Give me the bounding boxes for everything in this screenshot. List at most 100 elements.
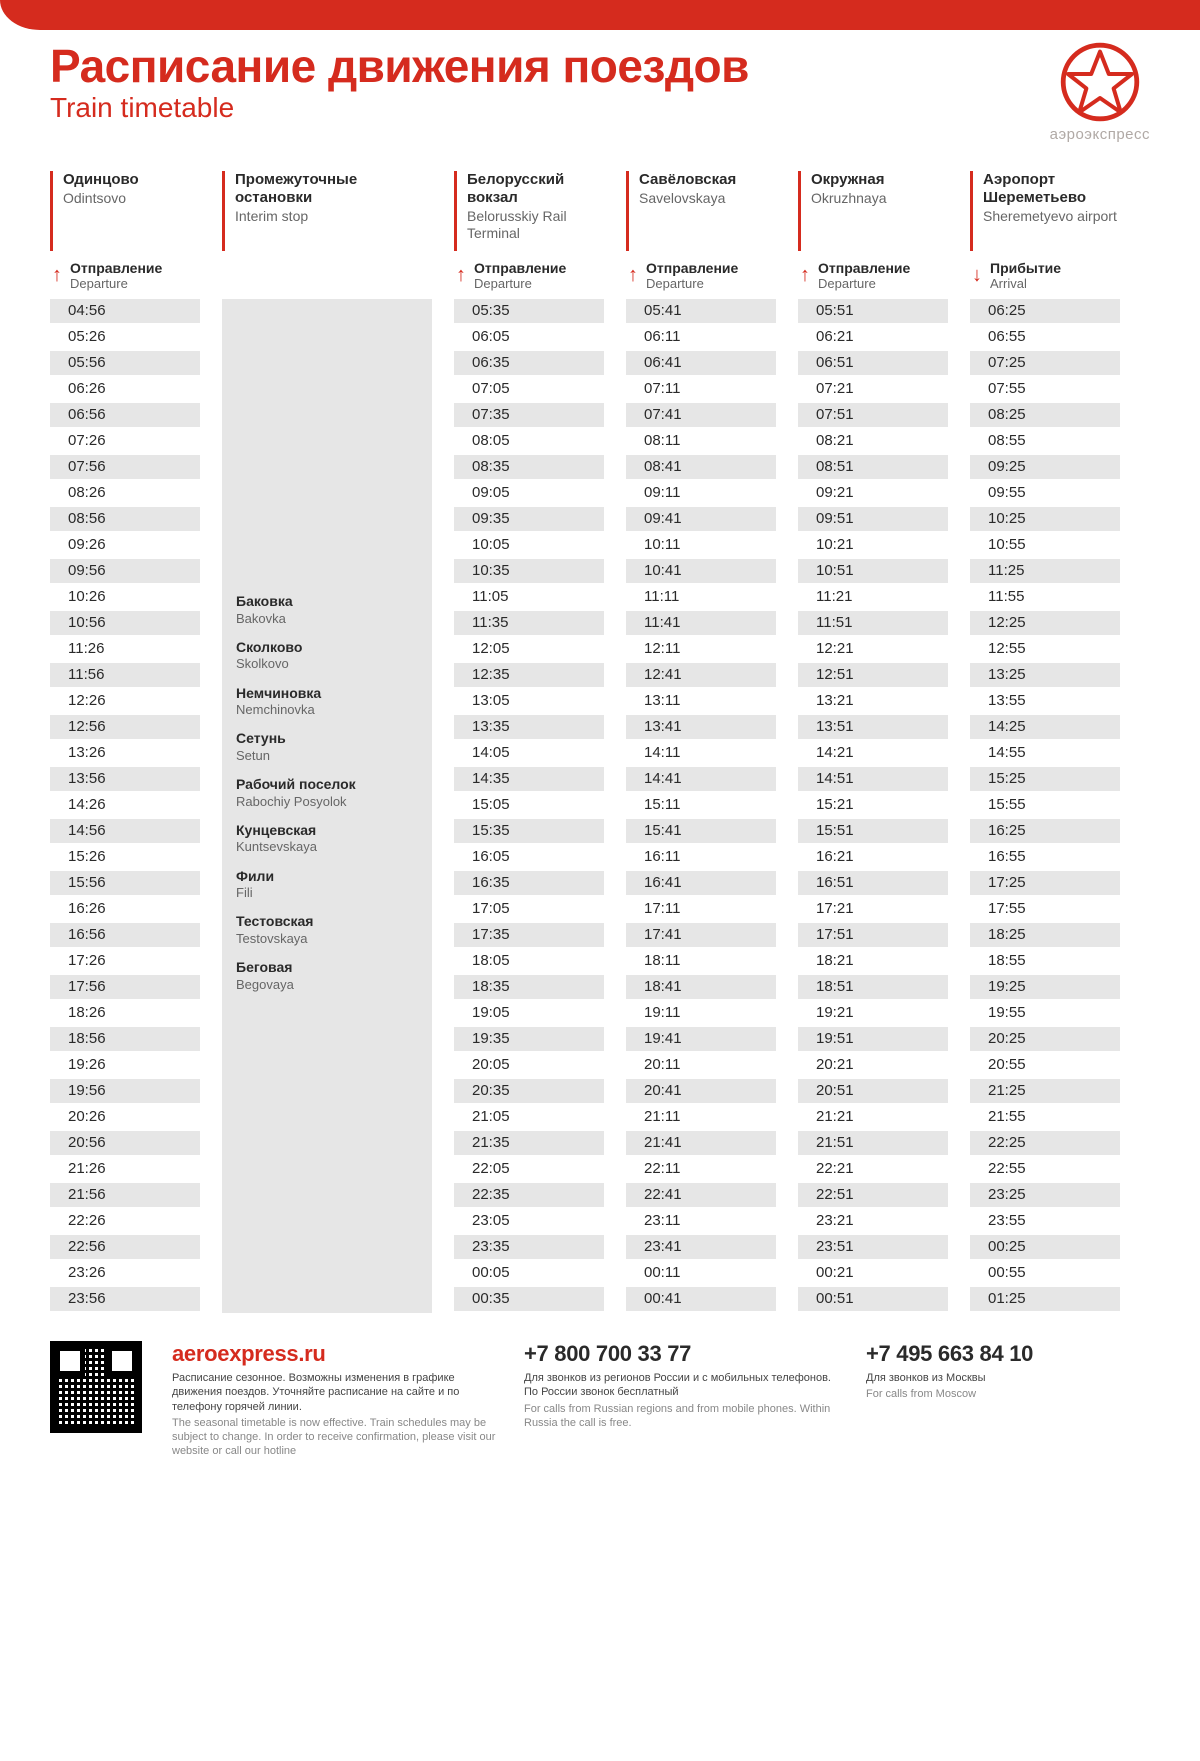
time-cell: 13:51 xyxy=(798,715,948,739)
phone1-desc-ru: Для звонков из регионов России и с мобил… xyxy=(524,1371,844,1400)
header: Расписание движения поездов Train timeta… xyxy=(50,42,1150,143)
phone-regions[interactable]: +7 800 700 33 77 xyxy=(524,1341,844,1367)
column-savelovskaya: СавёловскаяSavelovskaya↑ОтправлениеDepar… xyxy=(626,171,776,1313)
time-cell: 15:11 xyxy=(626,793,776,817)
time-cell: 20:25 xyxy=(970,1027,1120,1051)
phone2-desc-en: For calls from Moscow xyxy=(866,1387,1166,1401)
time-cell: 10:56 xyxy=(50,611,200,635)
brand-name: аэроэкспресс xyxy=(1050,126,1150,143)
time-cell: 09:25 xyxy=(970,455,1120,479)
time-cell: 10:26 xyxy=(50,585,200,609)
time-cell: 12:26 xyxy=(50,689,200,713)
time-cell: 06:55 xyxy=(970,325,1120,349)
time-cell: 23:05 xyxy=(454,1209,604,1233)
time-cell: 09:05 xyxy=(454,481,604,505)
time-cell: 07:21 xyxy=(798,377,948,401)
time-cell: 00:21 xyxy=(798,1261,948,1285)
time-cell: 21:11 xyxy=(626,1105,776,1129)
interim-stops-box: БаковкаBakovkaСколковоSkolkovoНемчиновка… xyxy=(222,579,432,1019)
time-cell: 12:21 xyxy=(798,637,948,661)
column-odintsovo: ОдинцовоOdintsovo↑ОтправлениеDeparture04… xyxy=(50,171,200,1313)
stop-name-ru: Кунцевская xyxy=(236,822,418,840)
time-cell: 16:51 xyxy=(798,871,948,895)
time-cell: 05:26 xyxy=(50,325,200,349)
time-cell: 09:21 xyxy=(798,481,948,505)
interim-stop: ФилиFili xyxy=(236,868,418,902)
top-red-bar xyxy=(0,0,1200,30)
time-cell: 00:05 xyxy=(454,1261,604,1285)
time-cell: 22:41 xyxy=(626,1183,776,1207)
time-cell: 08:26 xyxy=(50,481,200,505)
time-cell: 13:35 xyxy=(454,715,604,739)
time-cell: 12:35 xyxy=(454,663,604,687)
time-cell: 08:41 xyxy=(626,455,776,479)
time-cell: 21:05 xyxy=(454,1105,604,1129)
time-cell: 14:11 xyxy=(626,741,776,765)
time-cell: 23:41 xyxy=(626,1235,776,1259)
time-cell: 07:05 xyxy=(454,377,604,401)
stop-name-en: Nemchinovka xyxy=(236,702,418,718)
time-cell: 22:25 xyxy=(970,1131,1120,1155)
time-cell: 16:41 xyxy=(626,871,776,895)
time-cell: 08:11 xyxy=(626,429,776,453)
stop-name-en: Kuntsevskaya xyxy=(236,839,418,855)
sub-label-en: Departure xyxy=(474,276,566,291)
time-cell: 23:25 xyxy=(970,1183,1120,1207)
arrow-up-icon: ↑ xyxy=(454,265,468,285)
time-cell: 12:55 xyxy=(970,637,1120,661)
time-cell: 13:25 xyxy=(970,663,1120,687)
time-cell: 19:05 xyxy=(454,1001,604,1025)
time-cell: 23:56 xyxy=(50,1287,200,1311)
time-cell: 06:35 xyxy=(454,351,604,375)
time-cell: 05:51 xyxy=(798,299,948,323)
interim-stop: ТестовскаяTestovskaya xyxy=(236,913,418,947)
time-cell: 21:35 xyxy=(454,1131,604,1155)
column-subheader: ↑ОтправлениеDeparture xyxy=(798,257,948,293)
time-cell: 09:41 xyxy=(626,507,776,531)
station-name-ru: Савёловская xyxy=(639,171,776,189)
time-cell: 18:05 xyxy=(454,949,604,973)
sub-label-en: Departure xyxy=(70,276,162,291)
stop-name-ru: Сетунь xyxy=(236,730,418,748)
time-cell: 20:35 xyxy=(454,1079,604,1103)
time-cell: 11:51 xyxy=(798,611,948,635)
time-cell: 08:51 xyxy=(798,455,948,479)
time-cell: 16:11 xyxy=(626,845,776,869)
time-cell: 17:05 xyxy=(454,897,604,921)
column-subheader: ↑ ОтправлениеDeparture xyxy=(454,257,604,293)
interim-stops-wrap: БаковкаBakovkaСколковоSkolkovoНемчиновка… xyxy=(222,299,432,1313)
time-cell: 22:56 xyxy=(50,1235,200,1259)
time-cell: 21:55 xyxy=(970,1105,1120,1129)
phone-moscow[interactable]: +7 495 663 84 10 xyxy=(866,1341,1166,1367)
time-cell: 21:25 xyxy=(970,1079,1120,1103)
sub-label-ru: Отправление xyxy=(474,260,566,276)
station-name-en: Savelovskaya xyxy=(639,190,776,207)
time-cell: 21:41 xyxy=(626,1131,776,1155)
time-cell: 11:56 xyxy=(50,663,200,687)
time-cell: 22:21 xyxy=(798,1157,948,1181)
time-cell: 14:25 xyxy=(970,715,1120,739)
time-cell: 12:25 xyxy=(970,611,1120,635)
time-cell: 23:51 xyxy=(798,1235,948,1259)
time-cells: 05:3506:0506:3507:0507:3508:0508:3509:05… xyxy=(454,299,604,1311)
time-cell: 19:51 xyxy=(798,1027,948,1051)
time-cell: 10:11 xyxy=(626,533,776,557)
time-cell: 11:41 xyxy=(626,611,776,635)
station-name-en: Okruzhnaya xyxy=(811,190,948,207)
time-cell: 07:56 xyxy=(50,455,200,479)
column-belorusskiy: Белорусский вокзалBelorusskiy Rail Termi… xyxy=(454,171,604,1313)
qr-code xyxy=(50,1341,150,1433)
time-cell: 09:11 xyxy=(626,481,776,505)
time-cell: 20:56 xyxy=(50,1131,200,1155)
time-cell: 16:56 xyxy=(50,923,200,947)
column-interim: Промежуточные остановкиInterim stop Бако… xyxy=(222,171,432,1313)
time-cell: 23:11 xyxy=(626,1209,776,1233)
stop-name-en: Bakovka xyxy=(236,611,418,627)
footer-site-block: aeroexpress.ru Расписание сезонное. Возм… xyxy=(172,1341,502,1461)
time-cell: 16:35 xyxy=(454,871,604,895)
timetable-page: Расписание движения поездов Train timeta… xyxy=(0,0,1200,1491)
time-cell: 14:55 xyxy=(970,741,1120,765)
phone1-desc-en: For calls from Russian regions and from … xyxy=(524,1402,844,1431)
website-link[interactable]: aeroexpress.ru xyxy=(172,1341,502,1367)
time-cell: 23:35 xyxy=(454,1235,604,1259)
